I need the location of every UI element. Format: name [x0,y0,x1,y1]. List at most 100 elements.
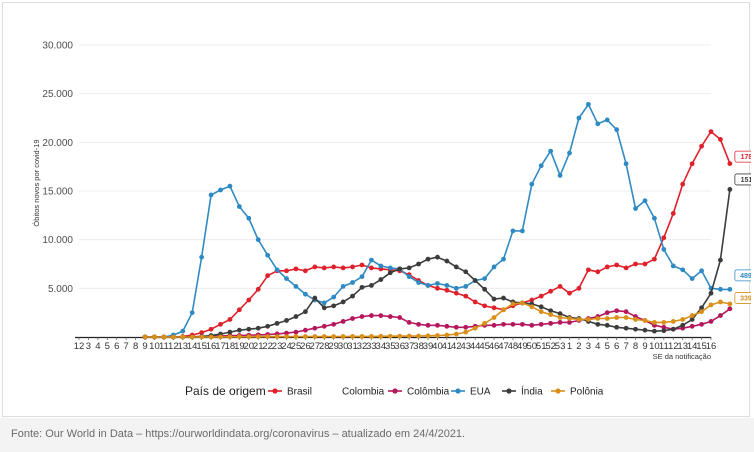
data-point [689,317,695,322]
data-point [208,192,214,198]
data-point [538,309,544,315]
data-point [661,320,667,325]
x-tick-label: 45 [479,341,490,352]
data-point [246,326,252,332]
data-point [208,334,214,340]
data-point [293,266,299,272]
x-tick-label: 3 [86,341,91,352]
data-point [567,320,572,325]
data-point [623,309,629,315]
data-point [595,321,601,327]
data-point [463,329,469,335]
data-point [604,264,610,270]
data-point [236,327,242,333]
legend-label: Colombia [342,387,385,398]
data-point [397,333,403,339]
legend-item: Colômbia [388,387,450,398]
data-point [718,313,723,318]
x-tick-label: 3 [586,341,591,352]
data-point [633,317,638,322]
data-point [642,261,648,267]
data-point [416,321,421,327]
data-point [557,315,563,320]
data-point [548,312,554,318]
data-point [246,215,252,221]
data-point [652,256,657,262]
data-point [189,310,195,316]
x-tick-label: 53 [555,341,566,352]
data-point [284,334,289,340]
data-point [548,288,554,294]
data-point [331,303,337,309]
x-tick-label: 11 [659,341,669,352]
source-footer: Fonte: Our World in Data – https://ourwo… [0,418,754,452]
data-point [557,311,563,317]
data-point [369,283,374,288]
end-label-box [734,292,751,304]
data-point [482,286,488,292]
x-tick-label: 27 [310,341,321,352]
data-point [633,206,638,211]
data-point [369,265,374,271]
data-point [689,276,695,281]
data-point [208,326,214,332]
data-point [529,181,535,187]
data-point [567,290,572,296]
data-point [727,301,733,307]
x-tick-label: 30 [338,341,349,352]
x-tick-label: 51 [536,341,547,352]
x-tick-label: 25 [291,341,302,352]
data-point [576,115,582,121]
data-point [312,295,318,301]
series-eua [142,101,733,340]
legend-item: Brasil [268,387,312,398]
legend-label: Índia [521,385,543,398]
data-point [406,265,412,271]
x-tick-label: 8 [633,341,638,352]
legend-key-dot [392,388,398,394]
x-tick-label: 35 [385,341,396,352]
legend-label: Polônia [570,387,604,398]
data-point [491,296,497,302]
x-tick-label: 37 [404,341,415,352]
series-brasil [142,129,733,340]
x-tick-label: 18 [225,341,236,352]
data-point [510,321,516,327]
data-point [585,101,591,107]
data-point [510,228,516,234]
data-point [538,321,544,327]
data-point [538,293,544,299]
series-line [145,103,730,338]
data-point [718,299,723,305]
x-tick-label: 28 [319,341,330,352]
data-point [293,314,299,319]
x-tick-label: 15 [696,341,707,352]
data-point [623,325,629,331]
data-point [444,287,450,293]
data-point [359,314,365,319]
x-tick-label: 16 [206,341,217,352]
data-point [265,273,271,279]
data-point [359,262,365,268]
x-tick-label: 32 [357,341,368,352]
data-point [519,228,525,234]
x-tick-label: 6 [614,341,619,352]
data-point [359,284,365,290]
data-point [312,325,318,331]
grid-layer [79,44,711,289]
data-point [340,265,346,271]
data-point [350,264,355,270]
x-tick-label: 9 [642,341,647,352]
data-point [340,299,346,305]
data-point [284,276,289,281]
data-point [265,252,271,258]
legend-label: EUA [470,387,491,398]
data-point [670,319,676,324]
x-tick-label: 52 [545,341,556,352]
x-tick-label: 12 [668,341,679,352]
data-point [302,268,308,274]
x-tick-label: 48 [508,341,519,352]
